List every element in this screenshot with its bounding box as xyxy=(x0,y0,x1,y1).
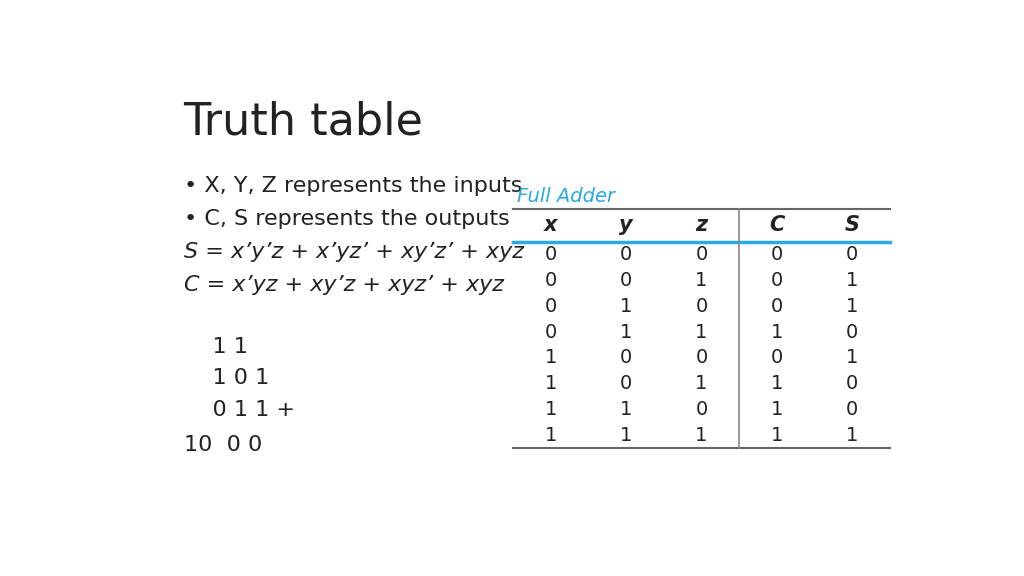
Text: 1: 1 xyxy=(695,426,708,445)
Text: S = x’y’z + x’yz’ + xy’z’ + xyz: S = x’y’z + x’yz’ + xy’z’ + xyz xyxy=(183,242,523,262)
Text: 1: 1 xyxy=(545,426,557,445)
Text: z: z xyxy=(695,215,708,236)
Text: 0: 0 xyxy=(846,323,858,342)
Text: 1: 1 xyxy=(620,297,632,316)
Text: 0: 0 xyxy=(846,400,858,419)
Text: Full Adder: Full Adder xyxy=(517,187,614,206)
Text: 1 0 1: 1 0 1 xyxy=(183,369,269,388)
Text: 0: 0 xyxy=(771,297,783,316)
Text: 0: 0 xyxy=(695,400,708,419)
Text: 0: 0 xyxy=(695,348,708,367)
Text: C = x’yz + xy’z + xyz’ + xyz: C = x’yz + xy’z + xyz’ + xyz xyxy=(183,275,504,295)
Text: 1 1: 1 1 xyxy=(183,338,248,358)
Text: 1: 1 xyxy=(846,348,858,367)
Text: 0: 0 xyxy=(545,323,557,342)
Text: 0: 0 xyxy=(771,245,783,264)
Text: 0: 0 xyxy=(846,374,858,393)
Text: 0: 0 xyxy=(620,245,632,264)
Text: 1: 1 xyxy=(771,323,783,342)
Text: 1: 1 xyxy=(771,400,783,419)
Text: 1: 1 xyxy=(846,426,858,445)
Text: 0: 0 xyxy=(545,245,557,264)
Text: 0: 0 xyxy=(771,348,783,367)
Text: 1: 1 xyxy=(771,426,783,445)
Text: 1: 1 xyxy=(545,348,557,367)
Text: 1: 1 xyxy=(620,323,632,342)
Text: 1: 1 xyxy=(771,374,783,393)
Text: 1: 1 xyxy=(695,374,708,393)
Text: y: y xyxy=(620,215,633,236)
Text: 0: 0 xyxy=(545,297,557,316)
Text: 0: 0 xyxy=(695,245,708,264)
Text: 0: 0 xyxy=(771,271,783,290)
Text: S: S xyxy=(845,215,860,236)
Text: 1: 1 xyxy=(846,271,858,290)
Text: • C, S represents the outputs: • C, S represents the outputs xyxy=(183,209,509,229)
Text: 1: 1 xyxy=(545,374,557,393)
Text: 1: 1 xyxy=(846,297,858,316)
Text: 1: 1 xyxy=(620,426,632,445)
Text: 1: 1 xyxy=(620,400,632,419)
Text: 0: 0 xyxy=(620,374,632,393)
Text: 0: 0 xyxy=(620,348,632,367)
Text: 1: 1 xyxy=(545,400,557,419)
Text: 0: 0 xyxy=(846,245,858,264)
Text: 1: 1 xyxy=(695,323,708,342)
Text: 0: 0 xyxy=(620,271,632,290)
Text: 0 1 1 +: 0 1 1 + xyxy=(183,400,295,419)
Text: C: C xyxy=(769,215,784,236)
Text: 10  0 0: 10 0 0 xyxy=(183,435,262,455)
Text: 0: 0 xyxy=(545,271,557,290)
Text: x: x xyxy=(544,215,557,236)
Text: 1: 1 xyxy=(695,271,708,290)
Text: 0: 0 xyxy=(695,297,708,316)
Text: Truth table: Truth table xyxy=(183,100,424,143)
Text: • X, Y, Z represents the inputs: • X, Y, Z represents the inputs xyxy=(183,176,522,196)
